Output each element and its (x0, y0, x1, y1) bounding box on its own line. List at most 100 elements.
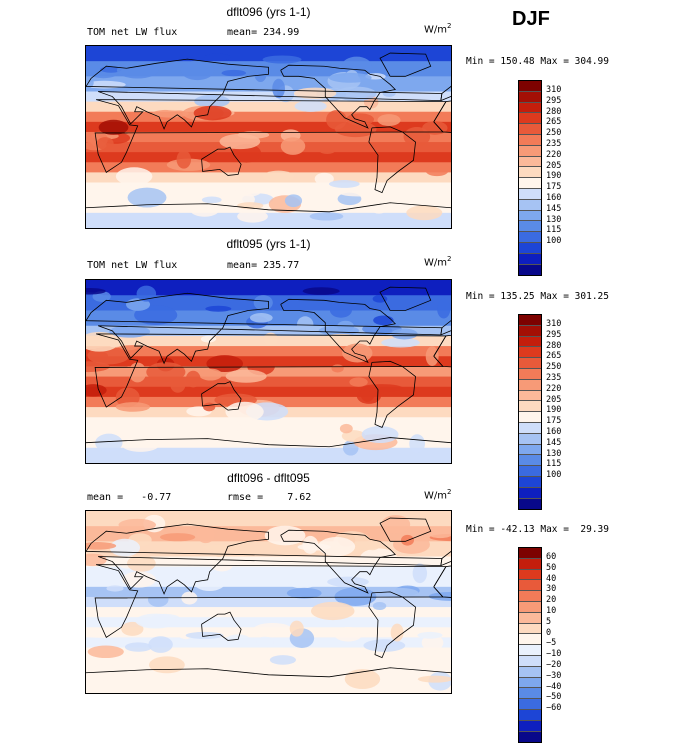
map-anomaly (286, 587, 322, 599)
map-anomaly (403, 127, 431, 147)
map-anomaly (390, 623, 404, 642)
map-anomaly (256, 636, 274, 648)
colorbar-swatch (519, 709, 541, 721)
coastline (86, 437, 451, 448)
map-anomaly (328, 180, 360, 188)
map-anomaly (289, 620, 304, 637)
map-anomaly (417, 631, 443, 639)
map-anomaly (86, 331, 120, 352)
map-anomaly (412, 563, 428, 584)
map-anomaly (159, 533, 196, 542)
colorbar-label: 190 (546, 405, 562, 416)
panel1-title: dflt096 (yrs 1-1) (226, 5, 311, 19)
map-anomaly (329, 302, 353, 318)
map-anomaly (269, 655, 297, 665)
map-anomaly (284, 194, 303, 208)
map-anomaly (194, 94, 230, 108)
colorbar-swatch (519, 720, 541, 732)
map-band (86, 417, 451, 433)
colorbar-swatch (519, 558, 541, 570)
map-anomaly (249, 313, 273, 323)
map-anomaly (118, 518, 157, 532)
colorbar-label: 220 (546, 383, 562, 394)
map-anomaly (318, 325, 360, 336)
map-anomaly (86, 542, 117, 550)
map-anomaly (190, 204, 219, 217)
map-anomaly (361, 426, 399, 444)
map-anomaly (253, 295, 273, 311)
map-band (86, 376, 451, 388)
panel1-mean: mean= 234.99 (227, 27, 300, 38)
colorbar-swatch (519, 188, 541, 200)
panel1-field-label: TOM net LW flux (87, 27, 178, 38)
map-anomaly (421, 634, 444, 651)
colorbar-swatch (519, 612, 541, 624)
colorbar-swatch (519, 623, 541, 635)
colorbar-swatch (519, 264, 541, 276)
coastline (94, 564, 447, 638)
panel3-mean: mean = -0.77 (87, 492, 172, 503)
map-anomaly (334, 627, 363, 642)
colorbar-swatch (519, 347, 541, 359)
colorbar-swatch (519, 401, 541, 413)
colorbar-swatch (519, 336, 541, 348)
map-anomaly (185, 370, 201, 388)
map-anomaly (381, 515, 411, 534)
colorbar-swatch (519, 645, 541, 656)
map-anomaly (349, 377, 368, 387)
panel3-colorbar (518, 547, 542, 743)
colorbar-label: 30 (546, 584, 557, 595)
map-anomaly (237, 131, 270, 139)
colorbar-swatch (519, 688, 541, 700)
map-anomaly (237, 210, 268, 223)
map-anomaly (87, 645, 124, 659)
map-band (86, 677, 451, 693)
map-anomaly (204, 53, 231, 61)
panel3-map (85, 510, 452, 694)
map-anomaly (252, 622, 293, 638)
map-anomaly (127, 555, 156, 572)
map-anomaly (200, 421, 243, 433)
colorbar-label: 265 (546, 117, 562, 128)
panel2-map (85, 279, 452, 464)
map-anomaly (314, 172, 334, 186)
colorbar-swatch (519, 412, 541, 423)
colorbar-label: 160 (546, 426, 562, 437)
map-anomaly (372, 601, 387, 611)
colorbar-label: 295 (546, 329, 562, 340)
map-anomaly (196, 526, 215, 544)
colorbar-swatch (519, 731, 541, 743)
coastline (280, 529, 397, 594)
map-anomaly (98, 119, 129, 135)
map-band (86, 511, 451, 527)
colorbar-label: 5 (546, 616, 552, 627)
map-anomaly (422, 121, 448, 135)
colorbar-label: 115 (546, 459, 562, 470)
colorbar-label: −60 (546, 703, 562, 714)
map-band (86, 152, 451, 163)
map-anomaly (381, 337, 420, 348)
map-anomaly (147, 592, 169, 607)
colorbar-swatch (519, 242, 541, 254)
colorbar-swatch (519, 699, 541, 710)
panel1-minmax: Min = 150.48 Max = 304.99 (466, 56, 609, 67)
coastline (201, 381, 242, 411)
map-anomaly (127, 187, 167, 208)
colorbar-swatch (519, 655, 541, 667)
coastline (379, 286, 432, 311)
map-anomaly (321, 333, 361, 345)
colorbar-swatch (519, 358, 541, 369)
coastline (379, 52, 432, 77)
map-anomaly (193, 105, 232, 121)
colorbar-swatch (519, 232, 541, 243)
panel3-rmse: rmse = 7.62 (227, 492, 312, 503)
map-anomaly (225, 401, 264, 422)
colorbar-label: 310 (546, 319, 562, 329)
colorbar-swatch (519, 113, 541, 125)
colorbar-swatch (519, 156, 541, 168)
map-band (86, 142, 451, 153)
map-anomaly (294, 100, 327, 112)
colorbar-label: 250 (546, 362, 562, 373)
panel2-mean: mean= 235.77 (227, 260, 300, 271)
map-anomaly (86, 76, 94, 89)
